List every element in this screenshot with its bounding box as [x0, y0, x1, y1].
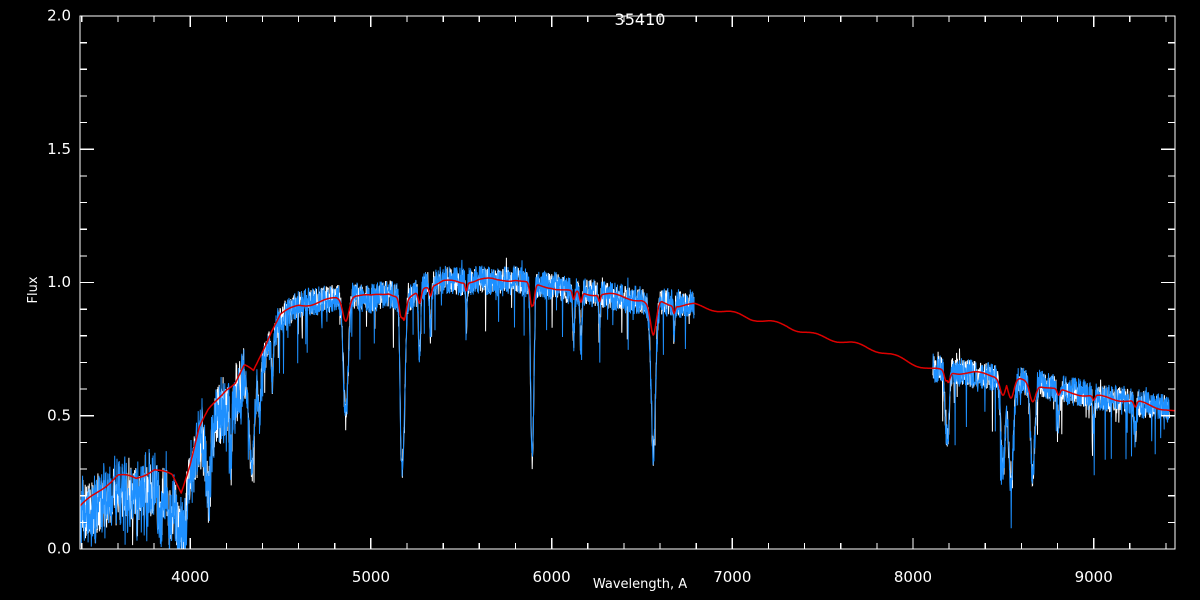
- y-tick-label: 1.0: [47, 273, 71, 291]
- x-tick-label: 8000: [894, 568, 932, 586]
- x-tick-label: 4000: [171, 568, 209, 586]
- y-tick-label: 0.0: [47, 540, 71, 558]
- series-model-fit: [80, 277, 1175, 507]
- x-tick-label: 5000: [352, 568, 390, 586]
- x-tick-label: 7000: [713, 568, 751, 586]
- ticks-layer: [80, 15, 1175, 550]
- y-tick-label: 2.0: [47, 7, 71, 25]
- y-axis-label: Flux: [26, 276, 41, 303]
- series-observed-spectrum: [80, 259, 1170, 549]
- data-layer: [80, 257, 1175, 549]
- tick-labels-layer: 4000 5000 6000 7000 8000 9000 0.0 0.5 1.0 1.5 2.0: [47, 7, 1113, 587]
- plot-title: 35410: [615, 10, 666, 29]
- x-axis-label: Wavelength, A: [593, 577, 687, 592]
- y-tick-label: 1.5: [47, 140, 71, 158]
- x-tick-label: 9000: [1075, 568, 1113, 586]
- x-tick-label: 6000: [533, 568, 571, 586]
- y-tick-label: 0.5: [47, 406, 71, 424]
